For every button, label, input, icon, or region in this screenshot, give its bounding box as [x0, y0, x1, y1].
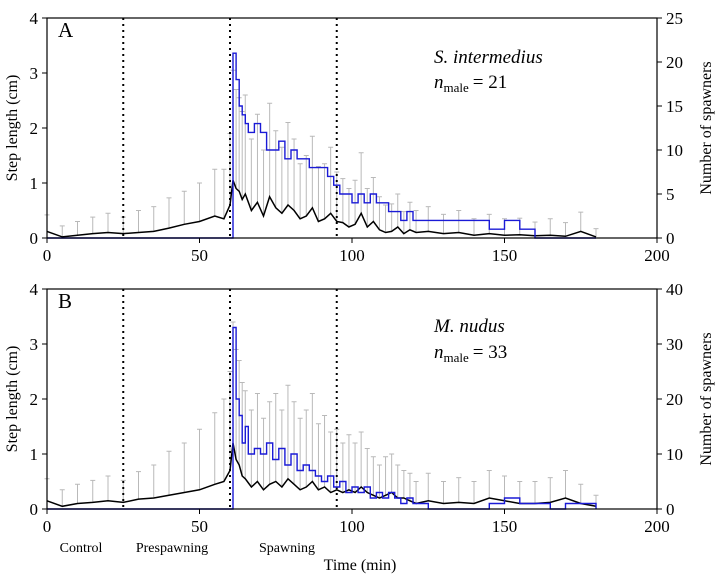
panel-b-phase-lines	[122, 289, 338, 509]
n-symbol: n	[434, 72, 444, 93]
x-tick-label: 0	[43, 246, 52, 265]
panel-a-spawner-line	[47, 52, 596, 239]
panel-b-x-ticks: 0 50 100 150 200	[43, 509, 670, 536]
y-tick-label: 3	[30, 64, 39, 83]
panel-a-error-bars	[44, 69, 599, 237]
x-tick-label: 0	[43, 517, 52, 536]
y2-tick-label: 0	[666, 500, 675, 519]
y2-tick-label: 40	[666, 280, 683, 299]
x-axis-title: Time (min)	[324, 557, 397, 574]
n-subscript: male	[444, 350, 469, 365]
y-tick-label: 2	[30, 390, 39, 409]
panel-b-species: M. nudus	[433, 316, 505, 337]
x-tick-label: 200	[644, 246, 670, 265]
panel-b-y-ticks: 0 1 2 3 4	[30, 280, 47, 519]
panel-a-n-male: nmale = 21	[434, 72, 507, 95]
y2-tick-label: 30	[666, 335, 683, 354]
x-tick-label: 100	[339, 246, 365, 265]
y2-tick-label: 5	[666, 185, 675, 204]
panel-b-n-male: nmale = 33	[434, 342, 507, 365]
y-tick-label: 2	[30, 119, 39, 138]
phase-label-control: Control	[60, 541, 103, 556]
y2-tick-label: 25	[666, 9, 683, 28]
y-tick-label: 0	[30, 500, 39, 519]
panel-a-x-ticks: 0 50 100 150 200	[43, 238, 670, 265]
y-tick-label: 1	[30, 445, 39, 464]
phase-label-spawning: Spawning	[259, 541, 315, 556]
phase-label-prespawning: Prespawning	[136, 541, 208, 556]
x-tick-label: 50	[191, 517, 208, 536]
y2-tick-label: 20	[666, 53, 683, 72]
y-tick-label: 1	[30, 174, 39, 193]
y-tick-label: 4	[30, 9, 39, 28]
panel-b-letter: B	[58, 289, 72, 313]
y2-tick-label: 20	[666, 390, 683, 409]
y-tick-label: 0	[30, 229, 39, 248]
panel-a-phase-lines	[122, 18, 338, 238]
panel-a-species: S. intermedius	[434, 47, 543, 68]
panel-b-mean-step-line	[46, 442, 597, 508]
y-tick-label: 3	[30, 335, 39, 354]
y2-tick-label: 0	[666, 229, 675, 248]
x-tick-label: 150	[492, 517, 518, 536]
panel-a-frame	[46, 17, 658, 239]
y2-tick-label: 10	[666, 445, 683, 464]
panel-a-left-ylabel: Step length (cm)	[4, 75, 21, 182]
panel-a-mean-step-line	[46, 180, 597, 238]
n-value: = 21	[473, 72, 507, 93]
panel-b-y2-ticks: 0 10 20 30 40	[657, 280, 683, 519]
panel-b-right-ylabel: Number of spawners	[698, 332, 715, 465]
y-tick-label: 4	[30, 280, 39, 299]
n-value: = 33	[473, 342, 507, 363]
y2-tick-label: 15	[666, 97, 683, 116]
n-symbol: n	[434, 342, 444, 363]
x-tick-label: 150	[492, 246, 518, 265]
y2-tick-label: 10	[666, 141, 683, 160]
panel-b-spawner-line	[47, 326, 597, 510]
n-subscript: male	[444, 80, 469, 95]
panel-a-right-ylabel: Number of spawners	[698, 61, 715, 194]
panel-a-y-ticks: 0 1 2 3 4	[30, 9, 47, 248]
panel-a: 0 50 100 150 200 0 1 2 3 4 0 5 10 15 20 25 A S. inter…	[4, 9, 715, 265]
x-tick-label: 100	[339, 517, 365, 536]
panel-b-left-ylabel: Step length (cm)	[4, 346, 21, 453]
panel-a-y2-ticks: 0 5 10 15 20 25	[657, 9, 683, 248]
panel-a-letter: A	[58, 18, 74, 42]
x-tick-label: 200	[644, 517, 670, 536]
x-tick-label: 50	[191, 246, 208, 265]
